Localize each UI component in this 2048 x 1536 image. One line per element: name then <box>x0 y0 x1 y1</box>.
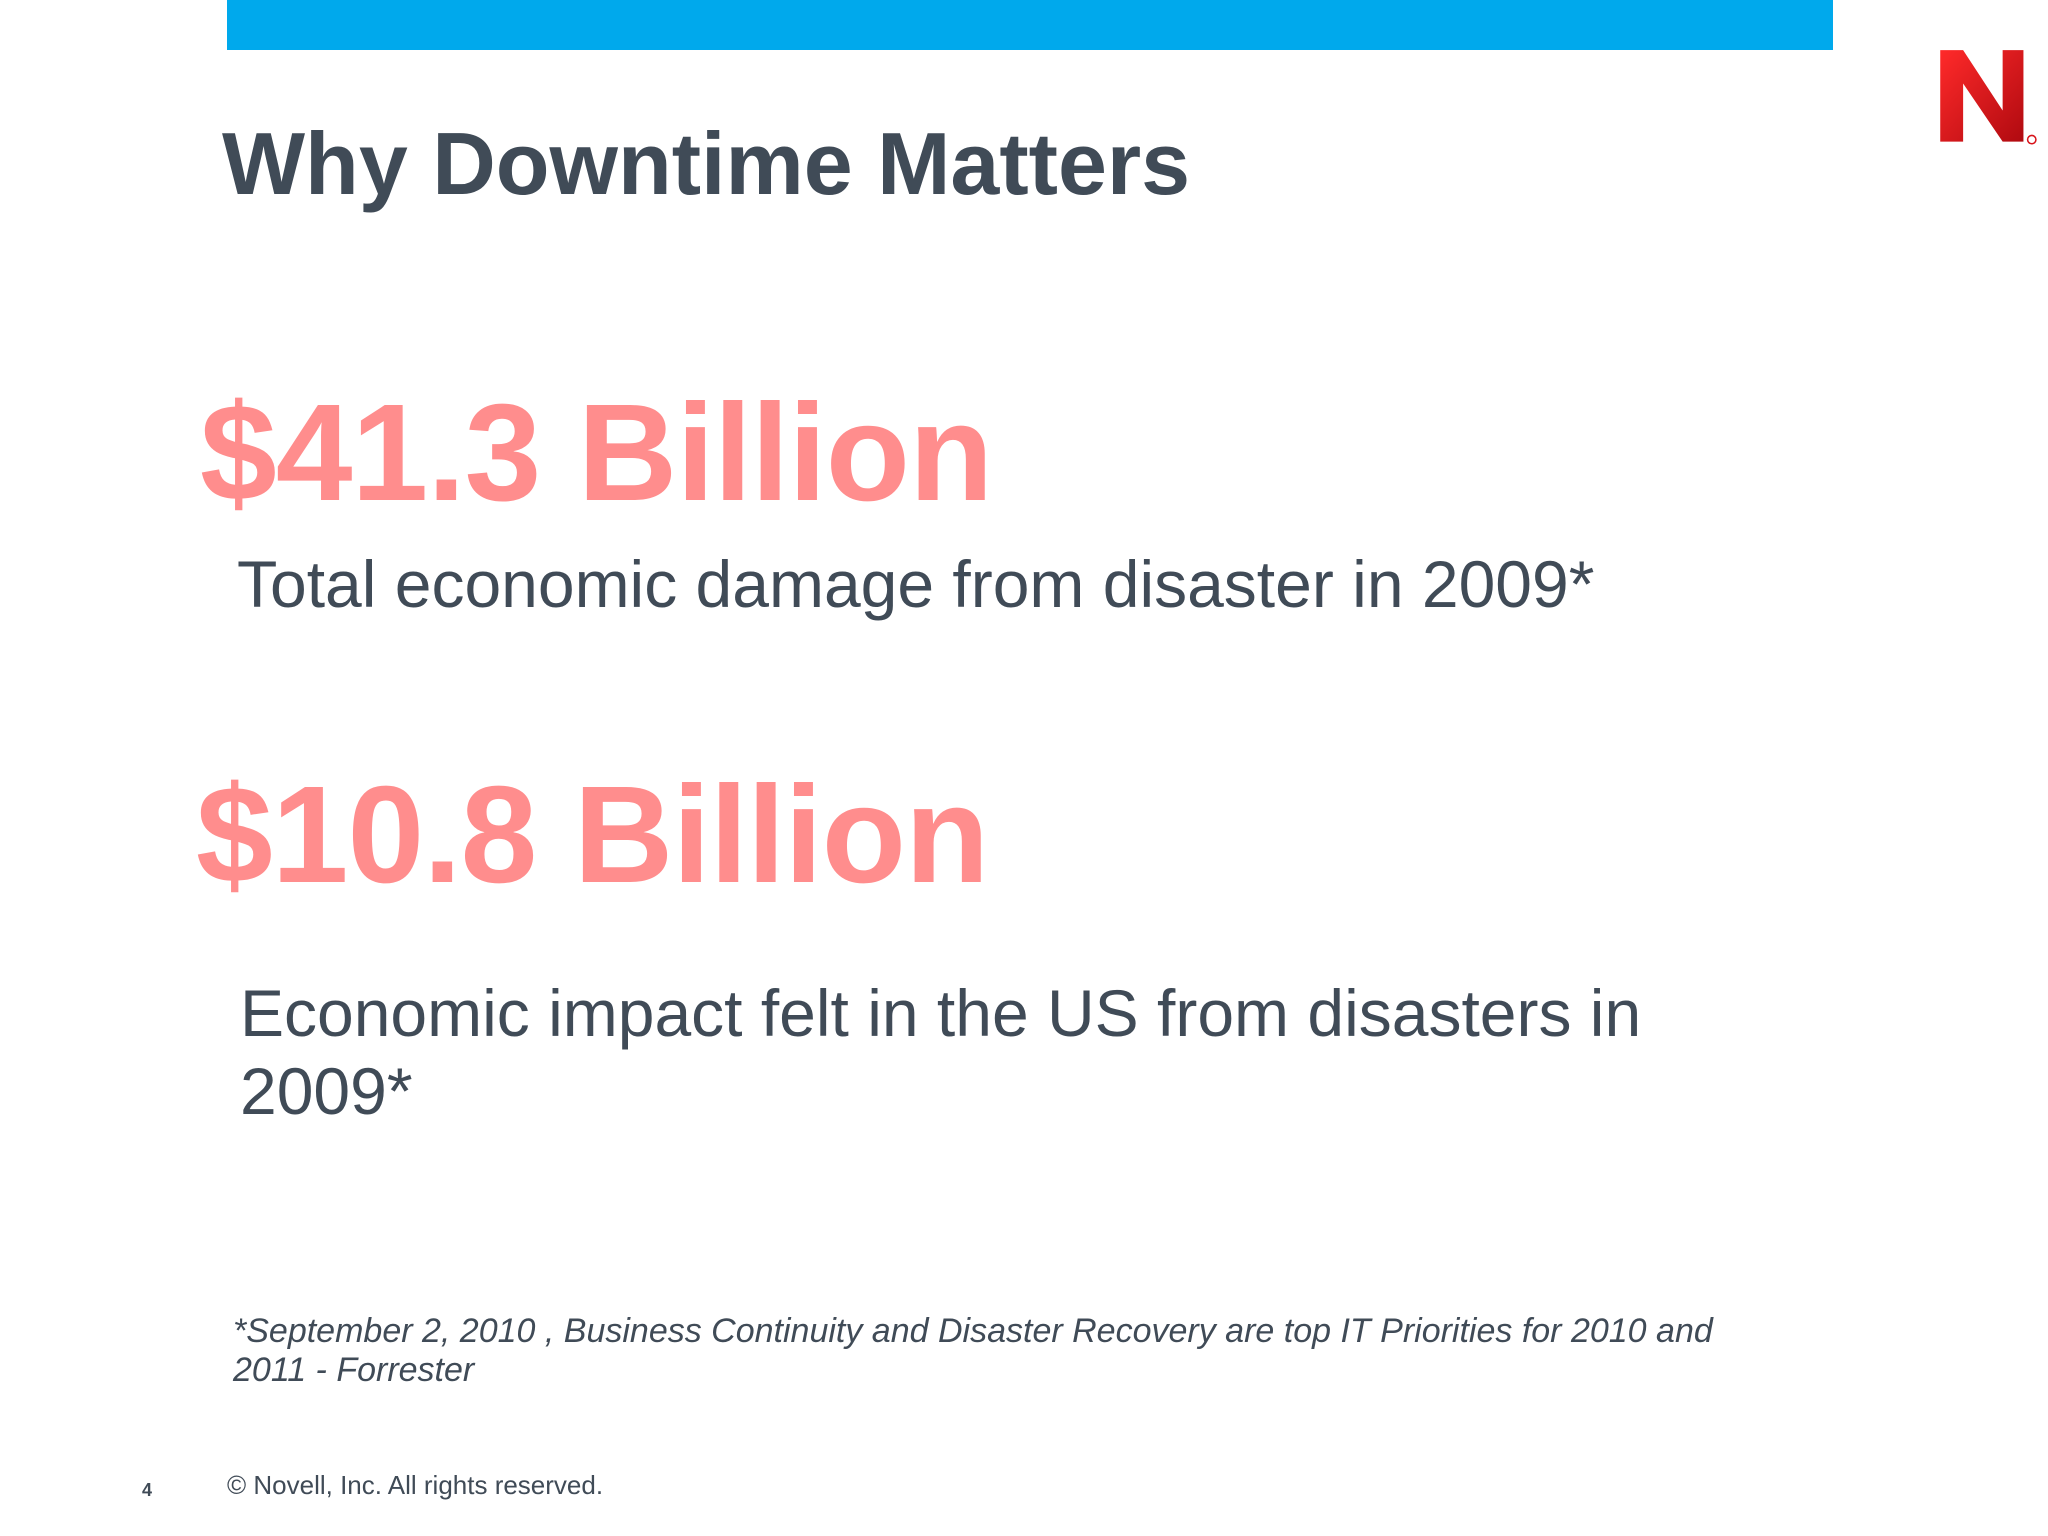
stat-caption-us-impact: Economic impact felt in the US from disa… <box>240 976 1642 1128</box>
slide-title: Why Downtime Matters <box>222 114 1191 213</box>
stat-caption-total-damage: Total economic damage from disaster in 2… <box>237 547 1595 621</box>
novell-n-logo-icon <box>1934 46 2038 150</box>
top-accent-bar <box>227 0 1833 50</box>
stat-value-us-impact: $10.8 Billion <box>196 758 989 912</box>
stat-value-total-damage: $41.3 Billion <box>200 376 993 530</box>
source-footnote: *September 2, 2010 , Business Continuity… <box>233 1312 1713 1390</box>
copyright-notice: © Novell, Inc. All rights reserved. <box>227 1470 604 1500</box>
page-number: 4 <box>142 1480 153 1500</box>
